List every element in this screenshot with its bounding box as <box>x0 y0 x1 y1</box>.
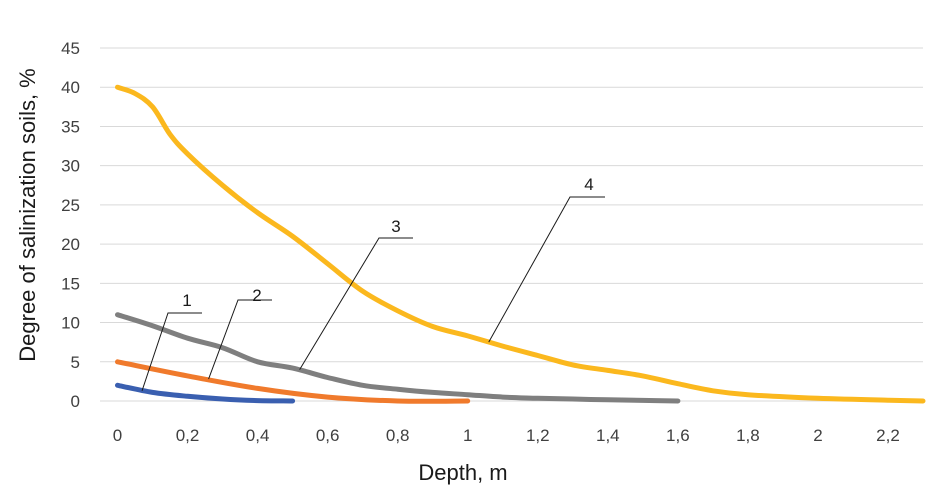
callout-leader-4 <box>488 196 605 343</box>
x-tick-label: 0,2 <box>176 426 200 445</box>
x-tick-label: 1,4 <box>596 426 620 445</box>
series-line-4 <box>115 84 926 404</box>
y-tick-label: 15 <box>61 274 80 293</box>
callout-leader-1 <box>141 312 202 391</box>
callout-label-3: 3 <box>391 217 400 236</box>
x-tick-label: 0,6 <box>316 426 340 445</box>
x-tick-label: 2,2 <box>876 426 900 445</box>
callout-label-4: 4 <box>584 175 593 194</box>
callout-label-2: 2 <box>252 286 261 305</box>
x-tick-label: 0 <box>113 426 122 445</box>
y-tick-label: 20 <box>61 235 80 254</box>
series-line-3 <box>115 312 681 404</box>
series-line-2 <box>115 359 471 404</box>
callout-label-1: 1 <box>182 291 191 310</box>
y-tick-label: 0 <box>71 392 80 411</box>
callout-leader-3 <box>299 237 413 370</box>
x-tick-label: 1,2 <box>526 426 550 445</box>
y-axis-title: Degree of salinization soils, % <box>15 68 40 361</box>
x-tick-label: 0,8 <box>386 426 410 445</box>
y-tick-label: 10 <box>61 314 80 333</box>
x-axis-title: Depth, m <box>418 460 507 485</box>
y-tick-label: 25 <box>61 196 80 215</box>
series-lines <box>115 84 926 404</box>
y-tick-label: 35 <box>61 117 80 136</box>
x-tick-label: 1 <box>463 426 472 445</box>
x-tick-labels: 0 0,2 0,4 0,6 0,8 1 1,2 1,4 1,6 1,8 2 2,2 <box>113 426 900 445</box>
x-tick-label: 1,8 <box>736 426 760 445</box>
gridlines <box>100 47 923 402</box>
x-tick-label: 1,6 <box>666 426 690 445</box>
series-callouts: 1 2 3 4 <box>141 175 605 391</box>
y-tick-label: 30 <box>61 157 80 176</box>
callout-leader-2 <box>208 299 272 380</box>
y-tick-label: 40 <box>61 78 80 97</box>
y-tick-label: 5 <box>71 353 80 372</box>
x-tick-label: 2 <box>813 426 822 445</box>
y-tick-labels: 0 5 10 15 20 25 30 35 40 45 <box>61 39 80 411</box>
x-tick-label: 0,4 <box>246 426 270 445</box>
series-line-1 <box>115 382 296 404</box>
y-tick-label: 45 <box>61 39 80 58</box>
